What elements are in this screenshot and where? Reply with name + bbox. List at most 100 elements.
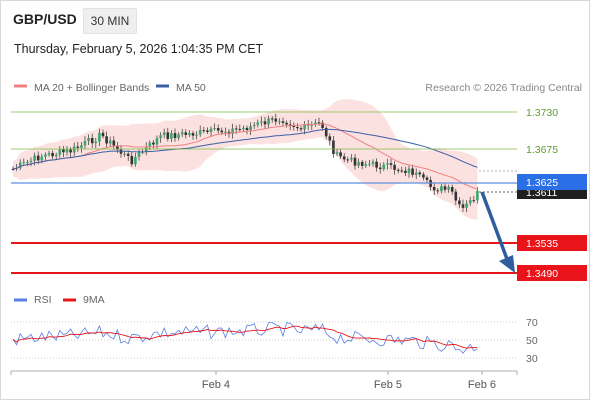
- candle-body: [396, 169, 400, 171]
- candle-body: [101, 132, 105, 137]
- candle-body: [18, 162, 22, 168]
- candle-body: [202, 130, 206, 132]
- candle-body: [400, 170, 404, 172]
- candle-body: [206, 130, 209, 132]
- candle-body: [159, 135, 162, 139]
- bollinger-band: [13, 99, 478, 220]
- rsi-layer: [12, 322, 478, 354]
- candle-body: [404, 170, 407, 174]
- candle-body: [278, 121, 281, 123]
- candle-body: [252, 124, 256, 126]
- candle-body: [418, 172, 422, 175]
- chart-datetime: Thursday, February 5, 2026 1:04:35 PM CE…: [14, 42, 264, 56]
- candle-body: [134, 156, 137, 165]
- candle-body: [198, 130, 202, 135]
- candle-body: [224, 131, 227, 133]
- candle-body: [112, 140, 116, 146]
- ma50-legend-label: MA 50: [176, 82, 206, 94]
- resistance-label-1: 1.3730: [526, 107, 558, 119]
- candle-body: [40, 156, 44, 161]
- candle-body: [357, 161, 360, 166]
- candle-body: [126, 153, 130, 156]
- candle-body: [184, 132, 188, 135]
- candle-body: [123, 153, 126, 155]
- candle-body: [364, 164, 368, 166]
- candle-body: [447, 186, 450, 190]
- candle-body: [328, 136, 332, 141]
- candle-body: [137, 152, 141, 157]
- candle-body: [285, 122, 288, 125]
- candle-body: [314, 122, 317, 125]
- candle-body: [33, 155, 36, 161]
- rsi-tick-70: 70: [526, 317, 538, 329]
- candle-body: [69, 149, 72, 153]
- candle-body: [411, 168, 414, 175]
- support-tag-2: [517, 265, 587, 281]
- candle-body: [238, 128, 242, 130]
- candle-body: [450, 186, 454, 192]
- candle-body: [342, 156, 346, 160]
- ma20-legend-swatch: [14, 84, 27, 88]
- ma20-line: [12, 123, 478, 190]
- candle-body: [26, 161, 29, 163]
- x-label-feb4: Feb 4: [202, 379, 230, 391]
- candle-body: [36, 155, 40, 161]
- candle-body: [58, 149, 62, 155]
- candle-body: [368, 163, 371, 165]
- x-label-feb5: Feb 5: [374, 379, 402, 391]
- ma9-legend-label: 9MA: [83, 294, 105, 306]
- candle-body: [270, 118, 274, 120]
- candle-body: [155, 138, 159, 145]
- candle-body: [260, 121, 263, 123]
- candle-body: [209, 128, 213, 132]
- candle-body: [173, 133, 177, 139]
- candle-body: [296, 127, 299, 129]
- x-label-feb6: Feb 6: [468, 379, 496, 391]
- rsi-tick-50: 50: [526, 335, 538, 347]
- candle-body: [375, 161, 378, 168]
- candle-body: [393, 164, 396, 170]
- candle-body: [22, 161, 26, 163]
- symbol-title: GBP/USD: [13, 11, 77, 27]
- candle-body: [108, 140, 112, 144]
- candle-body: [119, 149, 123, 154]
- candle-body: [274, 118, 278, 122]
- candle-body: [458, 200, 461, 205]
- rsi-tick-30: 30: [526, 353, 538, 365]
- candle-body: [303, 124, 306, 130]
- candle-body: [339, 152, 342, 157]
- candle-body: [76, 146, 80, 148]
- candle-body: [454, 191, 458, 201]
- candle-body: [98, 132, 101, 142]
- candle-body: [443, 186, 447, 190]
- candle-body: [162, 132, 166, 136]
- candle-body: [414, 172, 418, 175]
- candle-body: [216, 128, 220, 131]
- ma50-legend-swatch: [156, 84, 169, 88]
- candles-layer: [11, 99, 479, 220]
- ma20-legend-label: MA 20 + Bollinger Bands: [34, 82, 149, 94]
- candle-body: [188, 133, 191, 135]
- candle-body: [346, 159, 350, 161]
- candle-body: [130, 155, 134, 165]
- candle-body: [263, 121, 267, 125]
- forecast-arrow-shaft: [480, 191, 509, 260]
- candle-body: [360, 161, 364, 166]
- candle-body: [170, 133, 173, 139]
- candle-body: [382, 164, 386, 170]
- candle-body: [72, 146, 76, 153]
- candle-body: [220, 130, 224, 133]
- candle-body: [353, 157, 357, 166]
- candle-body: [425, 177, 429, 180]
- support-label-1: 1.3535: [526, 238, 558, 250]
- candle-body: [256, 122, 260, 125]
- candle-body: [47, 152, 51, 155]
- interval-button[interactable]: 30 MIN: [83, 8, 137, 34]
- candle-body: [80, 145, 83, 148]
- candle-body: [310, 124, 314, 126]
- candle-body: [299, 128, 303, 130]
- candle-body: [350, 157, 353, 160]
- candle-body: [407, 168, 411, 174]
